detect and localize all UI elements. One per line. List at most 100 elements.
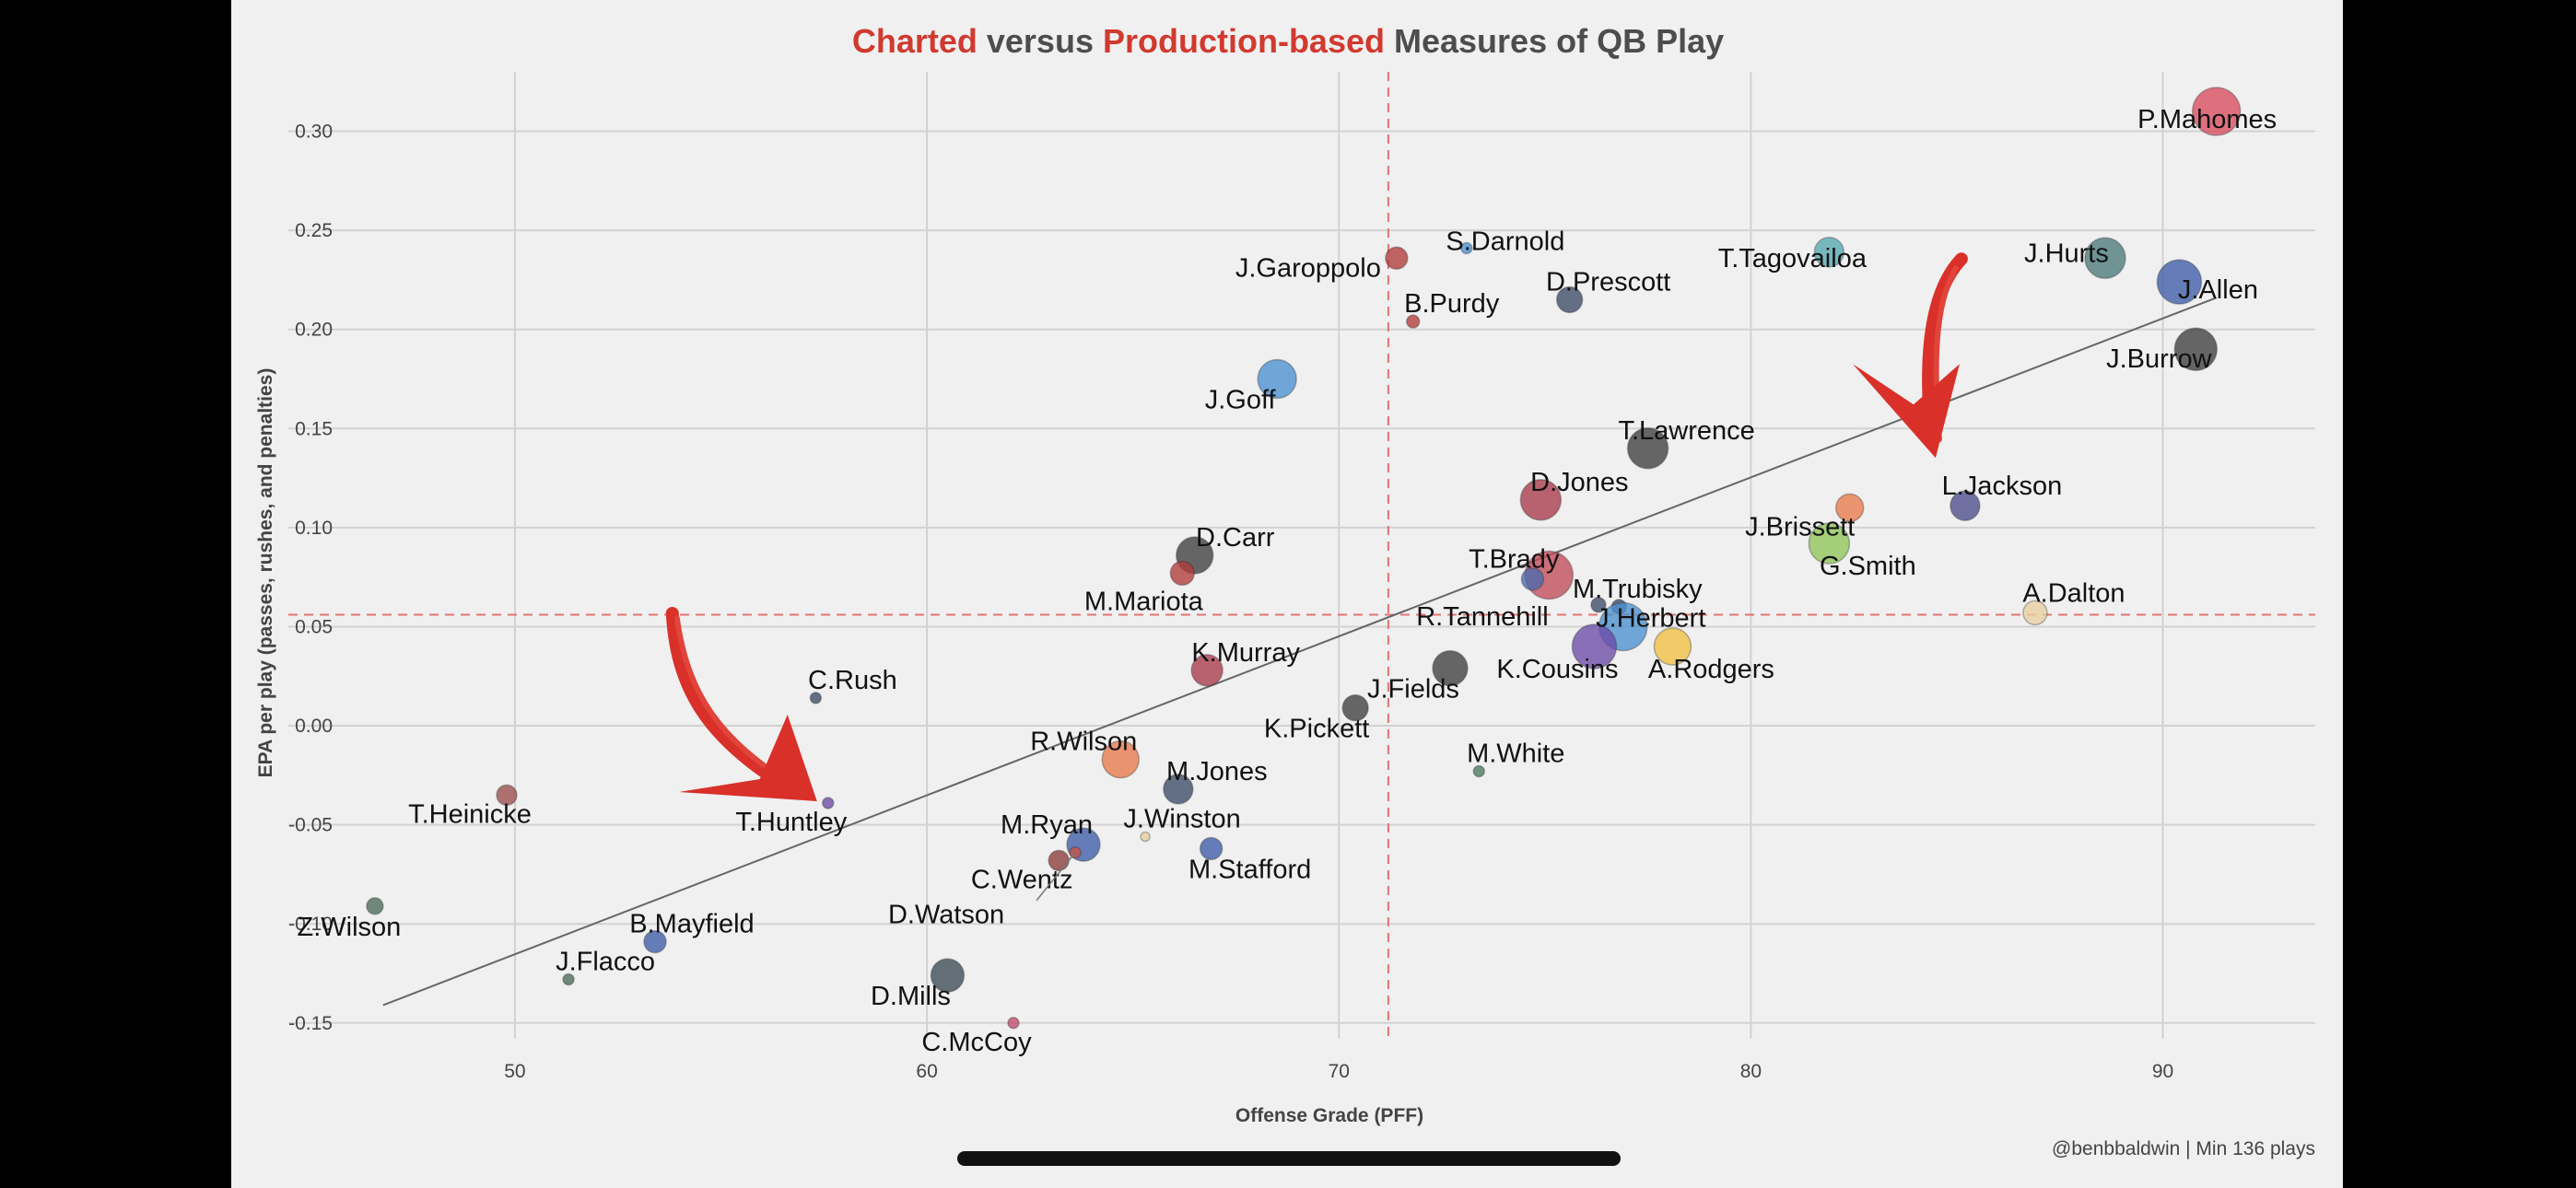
y-tick-label: 0.20 <box>295 320 333 341</box>
point-label: P.Mahomes <box>2137 105 2277 134</box>
point-label: C.Wentz <box>971 865 1073 894</box>
arrow-to-l-jackson <box>1852 252 1968 459</box>
chart-frame: 50 60 70 80 90 0.30 0.25 0.20 0.15 0.10 0.05 0.00 -0… <box>231 0 2343 1188</box>
x-tick-label: 50 <box>504 1061 525 1082</box>
point-label: K.Murray <box>1191 638 1300 668</box>
reference-lines <box>288 72 2315 1039</box>
point-k-pickett <box>1341 693 1369 722</box>
title-part: Charted <box>852 22 978 60</box>
point-j-garoppolo <box>1385 246 1409 271</box>
point-j-hurts <box>2084 237 2126 280</box>
point-label: C.Rush <box>808 666 897 695</box>
point-a-rodgers <box>1653 627 1692 666</box>
point-label: M.White <box>1467 740 1564 769</box>
y-axis-label: EPA per play (passes, rushes, and penalt… <box>255 368 276 778</box>
point-label: S.Darnold <box>1446 227 1564 256</box>
point-label: D.Carr <box>1196 523 1275 553</box>
arrow-to-t-huntley <box>665 606 817 801</box>
point-m-jones <box>1163 774 1194 805</box>
y-tick-label: -0.10 <box>288 914 333 935</box>
chart-title: Charted versus Production-based Measures… <box>852 22 1724 60</box>
arrowhead <box>1852 364 1960 459</box>
point-j-allen <box>2156 259 2203 305</box>
point-k-cousins <box>1571 623 1618 670</box>
point-k-murray <box>1190 654 1224 687</box>
x-axis-label: Offense Grade (PFF) <box>1235 1105 1423 1126</box>
point-label: M.Trubisky <box>1573 575 1703 604</box>
point-j-brissett <box>1834 493 1865 523</box>
y-tick-label: 0.05 <box>295 616 333 637</box>
point-label: L.Jackson <box>1942 472 2063 501</box>
point-label: G.Smith <box>1820 552 1916 581</box>
point-j-fields <box>1432 649 1469 687</box>
y-tick-label: 0.30 <box>295 122 333 143</box>
point-labels: P.Mahomes J.Hurts J.Allen J.Burrow T.Tagovai… <box>298 105 2277 1057</box>
point-t-heinicke <box>496 784 518 807</box>
point-b-mayfield <box>643 929 667 954</box>
point-j-winston <box>1140 831 1151 843</box>
point-g-smith <box>1808 522 1851 565</box>
point-c-rush <box>809 692 823 705</box>
home-indicator[interactable] <box>957 1151 1621 1166</box>
point-t-huntley <box>822 797 835 809</box>
point-label: J.Hurts <box>2024 239 2109 268</box>
point-label: R.Tannehill <box>1416 602 1548 632</box>
point-m-mariota <box>1169 560 1196 587</box>
scatter-chart: 50 60 70 80 90 0.30 0.25 0.20 0.15 0.10 0.05 0.00 -0… <box>255 22 2315 1159</box>
point-c-mccoy <box>1007 1017 1020 1030</box>
point-label: R.Wilson <box>1030 728 1137 757</box>
x-tick-label: 90 <box>2152 1061 2173 1082</box>
y-tick-label: 0.15 <box>295 418 333 439</box>
point-m-white <box>1472 764 1486 778</box>
point-d-mills <box>930 958 966 993</box>
point-r-tannehill <box>1590 597 1607 613</box>
title-part: Production-based <box>1103 22 1385 60</box>
point-r-wilson <box>1101 740 1141 779</box>
y-tick-label: -0.05 <box>288 815 333 836</box>
point-label: A.Dalton <box>2022 578 2125 608</box>
point-m-stafford <box>1199 836 1224 861</box>
grid <box>288 72 2315 1039</box>
point-label: B.Purdy <box>1404 289 1500 319</box>
points <box>366 87 2242 1030</box>
leader-line <box>1036 852 1076 902</box>
y-tick-label: 0.10 <box>295 518 333 539</box>
point-label: D.Mills <box>871 982 951 1011</box>
point-p-mahomes <box>2191 87 2242 136</box>
point-label: J.Herbert <box>1596 603 1705 633</box>
point-l-jackson <box>1950 490 1981 521</box>
point-label: J.Fields <box>1367 675 1459 705</box>
point-label: J.Goff <box>1205 386 1277 415</box>
point-label: D.Jones <box>1530 468 1628 497</box>
point-t-lawrence <box>1626 427 1669 470</box>
point-j-goff <box>1257 358 1297 400</box>
point-label: T.Huntley <box>735 808 847 837</box>
arrowhead <box>678 714 817 801</box>
x-tick-label: 70 <box>1329 1061 1350 1082</box>
point-label: J.Burrow <box>2106 344 2212 374</box>
y-tick-label: 0.00 <box>295 716 333 737</box>
point-b-purdy <box>1405 314 1421 329</box>
x-tick-label: 80 <box>1740 1061 1762 1082</box>
point-z-wilson <box>366 897 384 915</box>
point-label: T.Heinicke <box>408 799 532 829</box>
point-d-jones <box>1519 479 1563 521</box>
point-label: M.Mariota <box>1084 587 1204 616</box>
point-label: J.Garoppolo <box>1235 253 1381 283</box>
title-part: versus <box>978 22 1103 60</box>
point-label: C.McCoy <box>921 1028 1032 1057</box>
point-label: A.Rodgers <box>1648 655 1774 684</box>
point-label: D.Watson <box>888 901 1004 930</box>
point-label: M.Ryan <box>1001 810 1093 840</box>
annotation-arrows <box>665 252 1968 801</box>
point-s-darnold <box>1460 241 1473 255</box>
point-j-burrow <box>2173 327 2219 371</box>
y-tick-label: 0.25 <box>295 220 333 241</box>
title-part: Measures of QB Play <box>1385 22 1724 60</box>
point-label: T.Tagovailoa <box>1718 244 1868 274</box>
point-label: D.Prescott <box>1546 267 1670 297</box>
point-label: K.Cousins <box>1496 655 1618 684</box>
point-label: J.Winston <box>1123 805 1240 834</box>
point-label: K.Pickett <box>1264 715 1369 744</box>
point-label: M.Jones <box>1166 757 1268 786</box>
